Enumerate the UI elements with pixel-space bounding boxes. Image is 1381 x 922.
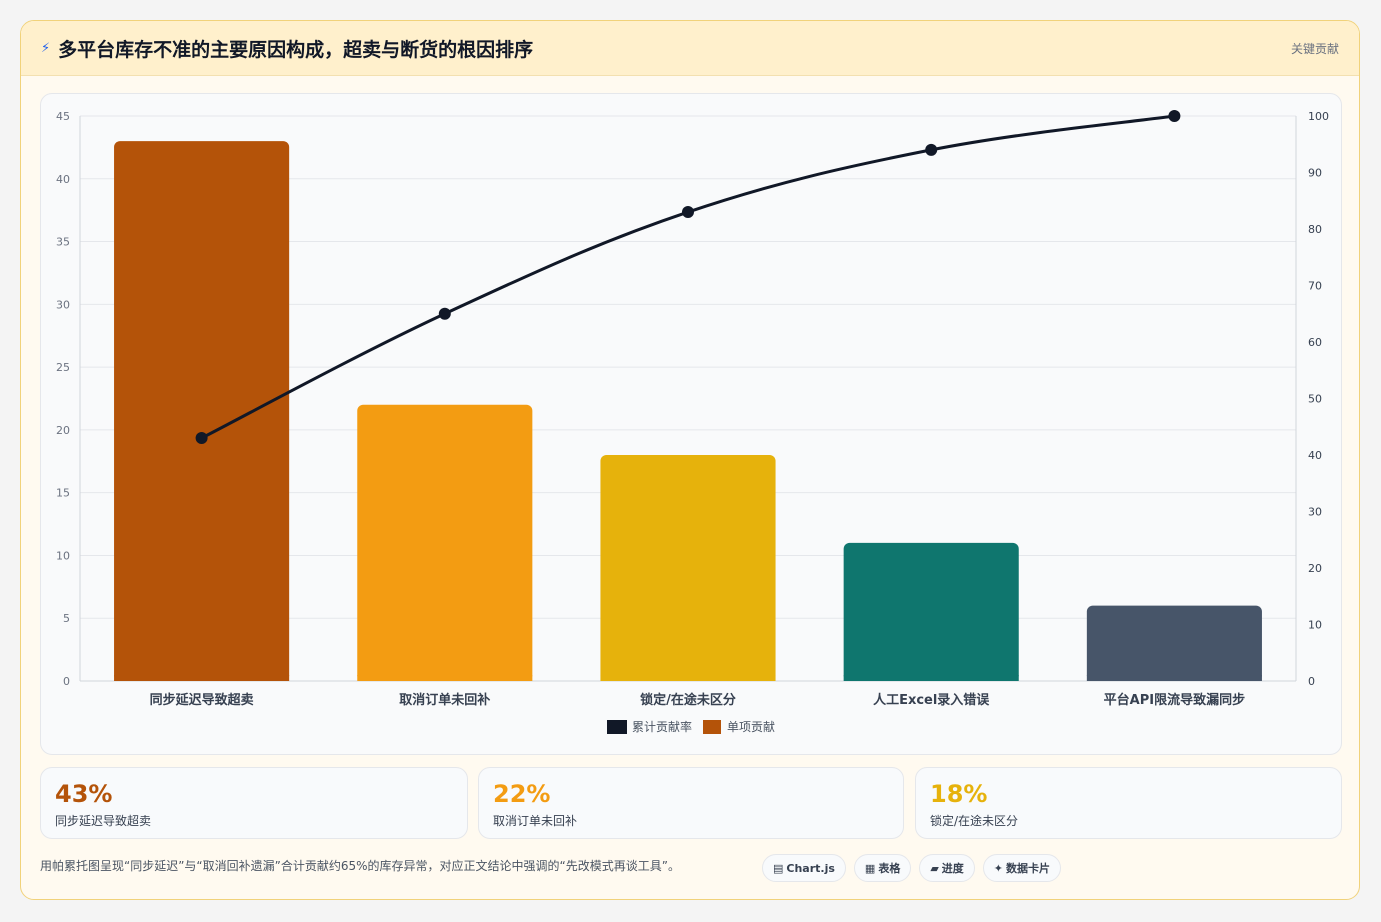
kpi-value: 22% [493,780,551,808]
y-right-tick-label: 30 [1308,506,1322,519]
y-right-tick-label: 50 [1308,393,1322,406]
y-right-tick-label: 70 [1308,280,1322,293]
kpi-card: 43% 同步延迟导致超卖 [40,767,468,839]
bar-base [357,675,533,681]
bar [114,141,290,682]
y-right-tick-label: 80 [1308,223,1322,236]
cumulative-point [438,307,451,320]
kpi-card: 22% 取消订单未回补 [478,767,904,839]
tag-label: 数据卡片 [1006,862,1051,875]
y-right-tick-label: 100 [1308,110,1329,123]
cumulative-point [1168,110,1181,122]
cumulative-point [195,432,208,445]
y-left-tick-label: 0 [63,675,70,688]
card-header: ⚡ 多平台库存不准的主要原因构成，超卖与断货的根因排序 关键贡献 [21,21,1359,76]
y-left-tick-label: 45 [56,110,70,123]
x-tick-label: 取消订单未回补 [399,692,490,708]
bar [357,404,533,681]
y-left-tick-label: 20 [56,424,70,437]
kpi-label: 锁定/在途未区分 [930,814,1019,828]
tag-chartjs[interactable]: ▤ Chart.js [762,854,846,882]
kpi-label: 取消订单未回补 [493,814,578,828]
bar [843,542,1019,681]
page-title: 多平台库存不准的主要原因构成，超卖与断货的根因排序 [58,38,534,61]
kpi-card: 18% 锁定/在途未区分 [915,767,1342,839]
y-right-tick-label: 20 [1308,562,1322,575]
tag-label: 进度 [941,862,964,875]
y-left-tick-label: 10 [56,549,70,562]
y-right-tick-label: 40 [1308,449,1322,462]
x-tick-label: 同步延迟导致超卖 [150,692,254,708]
bar [600,455,776,681]
kpi-value: 43% [55,780,113,808]
chart-container: 0 5 10 15 20 25 30 35 40 45 0 10 20 30 40 50 60 70 80 90 100… [40,93,1342,755]
legend-label-cumulative: 累计贡献率 [632,719,692,734]
y-left-tick-label: 30 [56,298,70,311]
x-tick-label: 锁定/在途未区分 [640,692,736,708]
bar-base [600,675,776,681]
y-left-tick-label: 35 [56,236,70,249]
tag-label: 表格 [878,862,901,875]
y-left-tick-label: 25 [56,361,70,374]
footer-note: 用帕累托图呈现“同步延迟”与“取消回补遗漏”合计贡献约65%的库存异常，对应正文… [40,859,680,873]
progress-icon: ▰ [930,861,939,875]
cumulative-point [925,143,938,156]
tag-data-card[interactable]: ✦ 数据卡片 [982,854,1062,882]
lightning-icon: ⚡ [41,40,51,56]
tag-list: ▤ Chart.js ▦ 表格 ▰ 进度 ✦ 数据卡片 [762,854,1062,882]
legend-swatch-single [703,720,721,734]
cumulative-point [682,206,694,219]
y-left-tick-label: 40 [56,173,70,186]
tag-progress[interactable]: ▰ 进度 [919,854,975,882]
table-icon: ▦ [864,861,876,875]
bar-base [1086,675,1262,681]
y-left-tick-label: 5 [63,612,70,625]
x-tick-label: 人工Excel录入错误 [873,692,990,708]
tag-table[interactable]: ▦ 表格 [853,854,912,882]
bar-base [114,675,290,681]
bar [1086,605,1262,681]
y-left-tick-label: 15 [56,487,70,500]
title-wrap: ⚡ 多平台库存不准的主要原因构成，超卖与断货的根因排序 [41,35,533,62]
y-right-tick-label: 90 [1308,167,1322,180]
chart-icon: ▤ [773,861,784,875]
y-right-tick-label: 10 [1308,619,1322,632]
sparkle-icon: ✦ [993,861,1004,875]
kpi-label: 同步延迟导致超卖 [55,814,152,828]
bar-base [843,675,1019,681]
pareto-chart: 0 5 10 15 20 25 30 35 40 45 0 10 20 30 40 50 60 70 80 90 100… [56,110,1329,734]
cumulative-line [200,114,1175,440]
tag-label: Chart.js [786,861,835,875]
legend-label-single: 单项贡献 [727,719,775,734]
y-right-tick-label: 60 [1308,336,1322,349]
key-contribution-label: 关键贡献 [1290,41,1339,56]
x-tick-label: 平台API限流导致漏同步 [1104,692,1245,708]
kpi-value: 18% [930,780,988,808]
legend-swatch-cumulative [607,720,627,734]
y-right-tick-label: 0 [1308,675,1315,688]
report-card: ⚡ 多平台库存不准的主要原因构成，超卖与断货的根因排序 关键贡献 0 5 10 15 2… [20,20,1360,900]
